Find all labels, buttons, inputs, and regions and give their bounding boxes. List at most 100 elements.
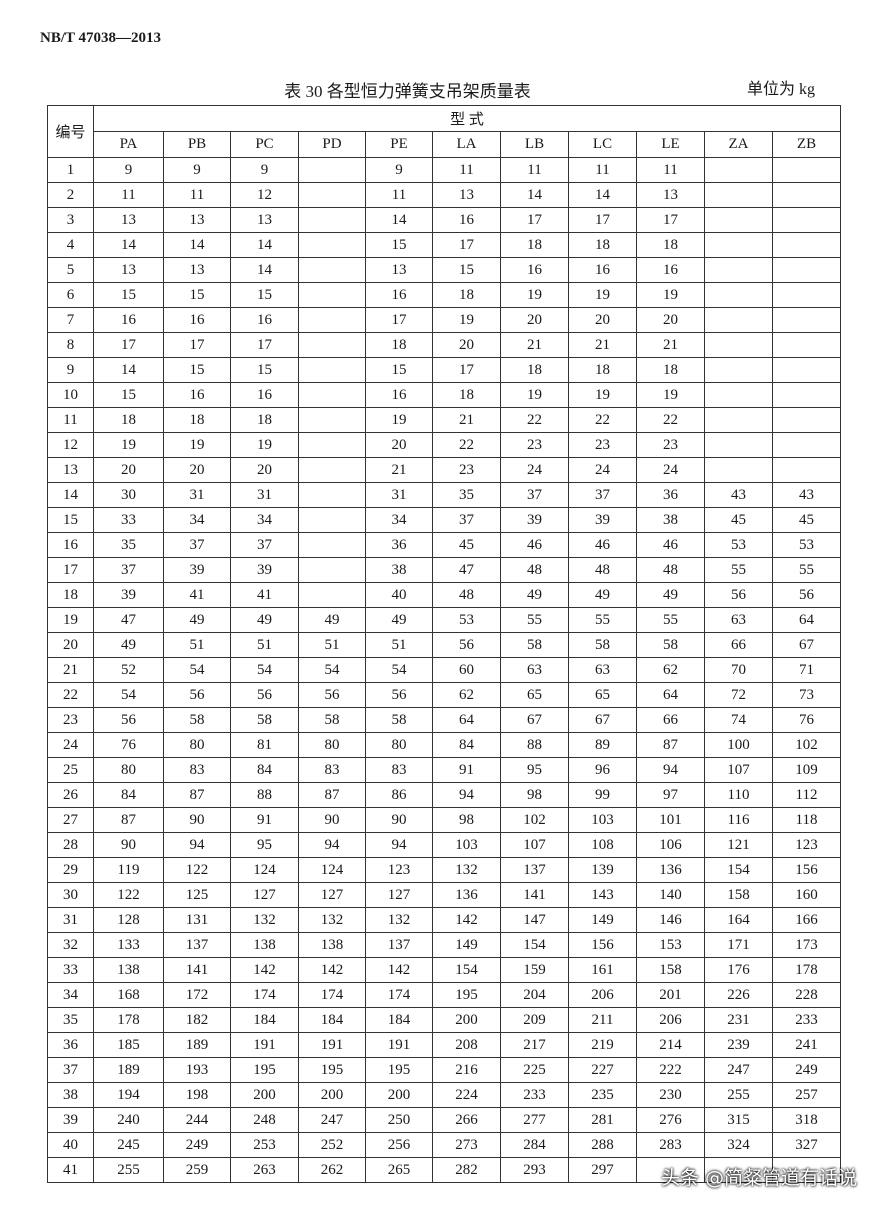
data-row: 19 47 49 49 49 49 53 55 55 55 63 64 bbox=[47, 607, 841, 633]
mass-cell: 160 bbox=[772, 882, 841, 908]
data-row: 30 122 125 127 127 127 136 141 143 140 158 160 bbox=[47, 882, 841, 908]
mass-cell: 208 bbox=[432, 1032, 501, 1058]
mass-cell: 18 bbox=[93, 407, 164, 433]
mass-cell bbox=[704, 407, 773, 433]
mass-cell: 158 bbox=[704, 882, 773, 908]
data-row: 26 84 87 88 87 86 94 98 99 97 110 112 bbox=[47, 782, 841, 808]
watermark: 头条 @简粲管道有话说 bbox=[660, 1167, 857, 1189]
mass-cell: 99 bbox=[568, 782, 637, 808]
mass-cell: 9 bbox=[365, 157, 433, 183]
mass-cell: 189 bbox=[163, 1032, 231, 1058]
row-number: 9 bbox=[47, 357, 94, 383]
row-number: 38 bbox=[47, 1082, 94, 1108]
mass-cell: 48 bbox=[568, 557, 637, 583]
mass-cell: 103 bbox=[432, 832, 501, 858]
data-row: 39 240 244 248 247 250 266 277 281 276 315 318 bbox=[47, 1107, 841, 1133]
mass-cell bbox=[298, 357, 366, 383]
mass-cell: 228 bbox=[772, 982, 841, 1008]
mass-cell: 84 bbox=[230, 757, 299, 783]
row-number: 30 bbox=[47, 882, 94, 908]
mass-cell: 249 bbox=[772, 1057, 841, 1083]
mass-cell bbox=[772, 282, 841, 308]
mass-cell: 127 bbox=[365, 882, 433, 908]
column-header: LB bbox=[500, 131, 569, 158]
mass-cell bbox=[772, 257, 841, 283]
mass-cell: 23 bbox=[636, 432, 705, 458]
mass-cell: 19 bbox=[500, 282, 569, 308]
mass-cell: 14 bbox=[93, 232, 164, 258]
data-row: 1 9 9 9 9 11 11 11 11 bbox=[47, 157, 841, 183]
mass-cell: 63 bbox=[568, 657, 637, 683]
column-header: LC bbox=[568, 131, 637, 158]
mass-cell: 51 bbox=[298, 632, 366, 658]
header-row: 编号型 式 bbox=[47, 105, 841, 158]
data-row: 10 15 16 16 16 18 19 19 19 bbox=[47, 382, 841, 408]
row-number: 14 bbox=[47, 482, 94, 508]
mass-cell: 90 bbox=[298, 807, 366, 833]
mass-cell: 94 bbox=[298, 832, 366, 858]
mass-cell: 13 bbox=[432, 182, 501, 208]
mass-cell bbox=[772, 232, 841, 258]
mass-cell: 200 bbox=[230, 1082, 299, 1108]
mass-cell: 35 bbox=[432, 482, 501, 508]
mass-cell: 107 bbox=[500, 832, 569, 858]
mass-cell: 55 bbox=[500, 607, 569, 633]
row-number: 40 bbox=[47, 1132, 94, 1158]
mass-cell: 67 bbox=[772, 632, 841, 658]
row-number: 35 bbox=[47, 1007, 94, 1033]
mass-cell: 95 bbox=[230, 832, 299, 858]
column-header: PE bbox=[365, 131, 433, 158]
mass-cell bbox=[704, 182, 773, 208]
mass-cell: 80 bbox=[365, 732, 433, 758]
mass-cell: 168 bbox=[93, 982, 164, 1008]
mass-cell: 108 bbox=[568, 832, 637, 858]
mass-cell: 62 bbox=[432, 682, 501, 708]
mass-cell: 17 bbox=[163, 332, 231, 358]
mass-cell: 255 bbox=[93, 1157, 164, 1183]
mass-cell: 13 bbox=[365, 257, 433, 283]
mass-cell: 9 bbox=[163, 157, 231, 183]
mass-cell: 225 bbox=[500, 1057, 569, 1083]
mass-cell: 132 bbox=[230, 907, 299, 933]
mass-cell: 124 bbox=[230, 857, 299, 883]
mass-cell: 18 bbox=[636, 357, 705, 383]
mass-cell: 14 bbox=[163, 232, 231, 258]
mass-cell: 18 bbox=[636, 232, 705, 258]
mass-cell: 56 bbox=[704, 582, 773, 608]
mass-cell: 211 bbox=[568, 1007, 637, 1033]
mass-cell: 96 bbox=[568, 757, 637, 783]
mass-cell: 123 bbox=[365, 857, 433, 883]
mass-cell: 12 bbox=[230, 182, 299, 208]
mass-cell: 18 bbox=[432, 382, 501, 408]
mass-cell bbox=[772, 432, 841, 458]
mass-cell: 54 bbox=[298, 657, 366, 683]
mass-cell: 16 bbox=[93, 307, 164, 333]
mass-cell: 235 bbox=[568, 1082, 637, 1108]
mass-cell: 13 bbox=[93, 207, 164, 233]
mass-cell: 39 bbox=[230, 557, 299, 583]
mass-cell: 252 bbox=[298, 1132, 366, 1158]
mass-cell: 53 bbox=[772, 532, 841, 558]
unit-note: 单位为 kg bbox=[746, 81, 815, 98]
mass-cell: 81 bbox=[230, 732, 299, 758]
mass-cell: 176 bbox=[704, 957, 773, 983]
data-row: 20 49 51 51 51 51 56 58 58 58 66 67 bbox=[47, 632, 841, 658]
row-number: 3 bbox=[47, 207, 94, 233]
mass-cell: 94 bbox=[365, 832, 433, 858]
mass-cell: 49 bbox=[636, 582, 705, 608]
data-row: 9 14 15 15 15 17 18 18 18 bbox=[47, 357, 841, 383]
mass-cell: 244 bbox=[163, 1107, 231, 1133]
mass-cell bbox=[298, 432, 366, 458]
mass-cell bbox=[298, 532, 366, 558]
mass-cell: 106 bbox=[636, 832, 705, 858]
mass-cell: 55 bbox=[704, 557, 773, 583]
mass-cell: 138 bbox=[93, 957, 164, 983]
mass-cell: 83 bbox=[163, 757, 231, 783]
mass-cell: 283 bbox=[636, 1132, 705, 1158]
row-number: 37 bbox=[47, 1057, 94, 1083]
mass-cell: 17 bbox=[636, 207, 705, 233]
row-number: 41 bbox=[47, 1157, 94, 1183]
mass-cell bbox=[298, 482, 366, 508]
mass-cell: 15 bbox=[163, 357, 231, 383]
